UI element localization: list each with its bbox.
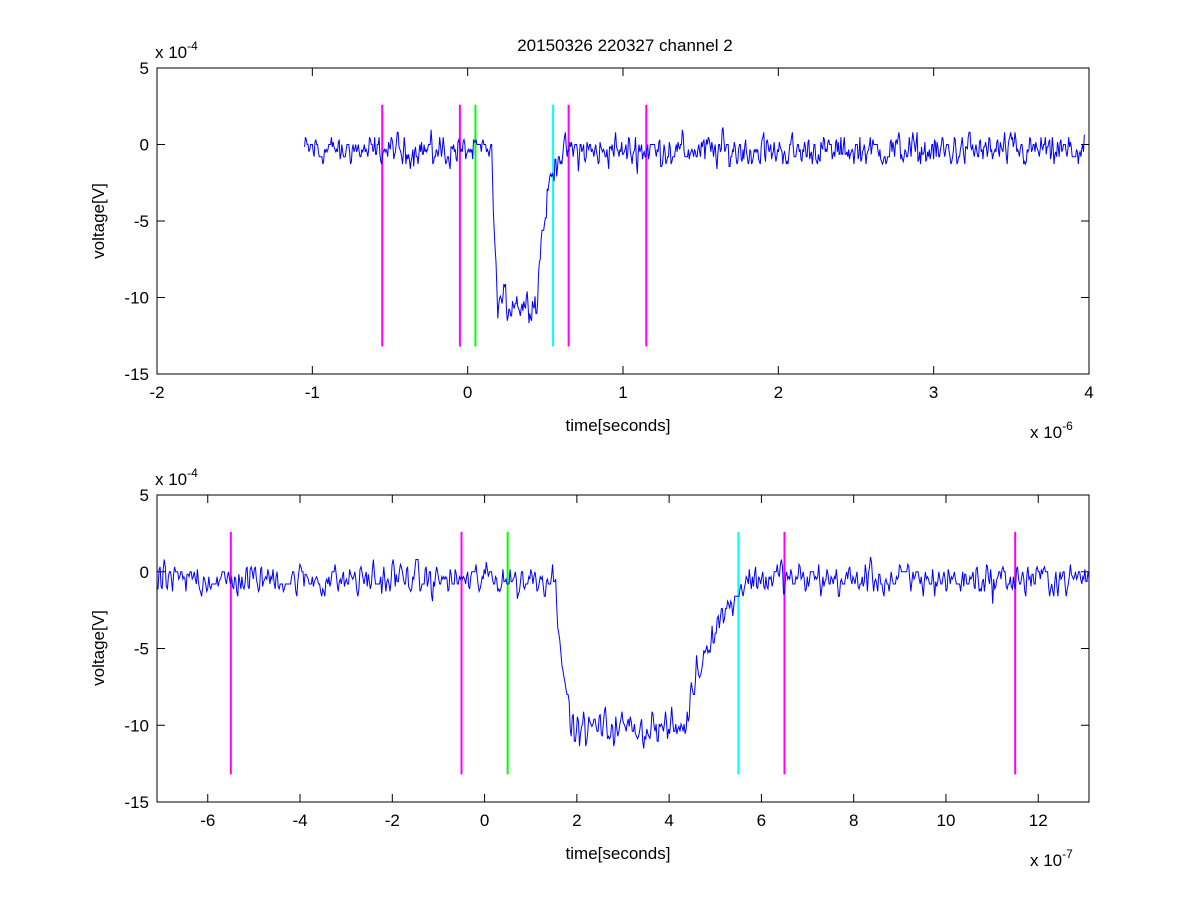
tick-labels: -6 -4 -2 0 2 4 6 8 10 12 5 0 -5 -10 -15 <box>124 486 1047 830</box>
x-tick-label: 8 <box>849 811 858 830</box>
x-tick-label: 4 <box>664 811 673 830</box>
x-tick-label: -2 <box>149 383 164 402</box>
marker-lines <box>381 104 648 347</box>
y-tick-label: -10 <box>124 716 149 735</box>
top-chart: -2 -1 0 1 2 3 450-5-10-15 x 10-4 x 10-6 time[s… <box>89 39 1094 442</box>
y-axis-label: voltage[V] <box>89 183 108 259</box>
x-tick-label: 2 <box>774 383 783 402</box>
x-exponent-label: x 10-6 <box>1030 419 1073 442</box>
x-tick-label: 0 <box>480 811 489 830</box>
x-tick-label: 10 <box>937 811 956 830</box>
y-tick-label: 0 <box>140 136 149 155</box>
x-tick-label: 0 <box>463 383 472 402</box>
y-tick-label: -5 <box>134 212 149 231</box>
y-exponent-label: x 10-4 <box>155 39 198 62</box>
x-tick-label: 2 <box>572 811 581 830</box>
signal-series <box>304 127 1085 324</box>
x-tick-label: -4 <box>292 811 307 830</box>
y-tick-label: 5 <box>140 486 149 505</box>
x-tick-label: 3 <box>929 383 938 402</box>
x-axis-label: time[seconds] <box>566 844 671 863</box>
x-tick-label: 12 <box>1029 811 1048 830</box>
signal-series <box>156 556 1090 749</box>
signal-line <box>304 127 1085 324</box>
y-tick-label: -5 <box>134 640 149 659</box>
plot-area <box>156 67 1090 375</box>
x-tick-label: 4 <box>1084 383 1093 402</box>
y-tick-label: 0 <box>140 563 149 582</box>
x-tick-label: -2 <box>385 811 400 830</box>
x-tick-label: 6 <box>757 811 766 830</box>
x-tick-label: -1 <box>305 383 320 402</box>
x-tick-label: -6 <box>200 811 215 830</box>
axis-ticks <box>157 494 1089 803</box>
figure-title: 20150326 220327 channel 2 <box>517 36 733 55</box>
x-exponent-label: x 10-7 <box>1030 847 1073 870</box>
y-axis-label: voltage[V] <box>89 610 108 686</box>
x-tick-label: 1 <box>618 383 627 402</box>
y-tick-label: 5 <box>140 59 149 78</box>
y-tick-label: -10 <box>124 289 149 308</box>
tick-labels: -2 -1 0 1 2 3 450-5-10-15 <box>124 59 1093 402</box>
y-tick-label: -15 <box>124 365 149 384</box>
plot-area <box>156 494 1090 803</box>
x-axis-label: time[seconds] <box>566 416 671 435</box>
axis-ticks <box>156 67 1090 375</box>
y-tick-label: -15 <box>124 793 149 812</box>
marker-lines <box>229 531 1017 775</box>
signal-line <box>156 556 1090 749</box>
y-exponent-label: x 10-4 <box>155 466 198 489</box>
